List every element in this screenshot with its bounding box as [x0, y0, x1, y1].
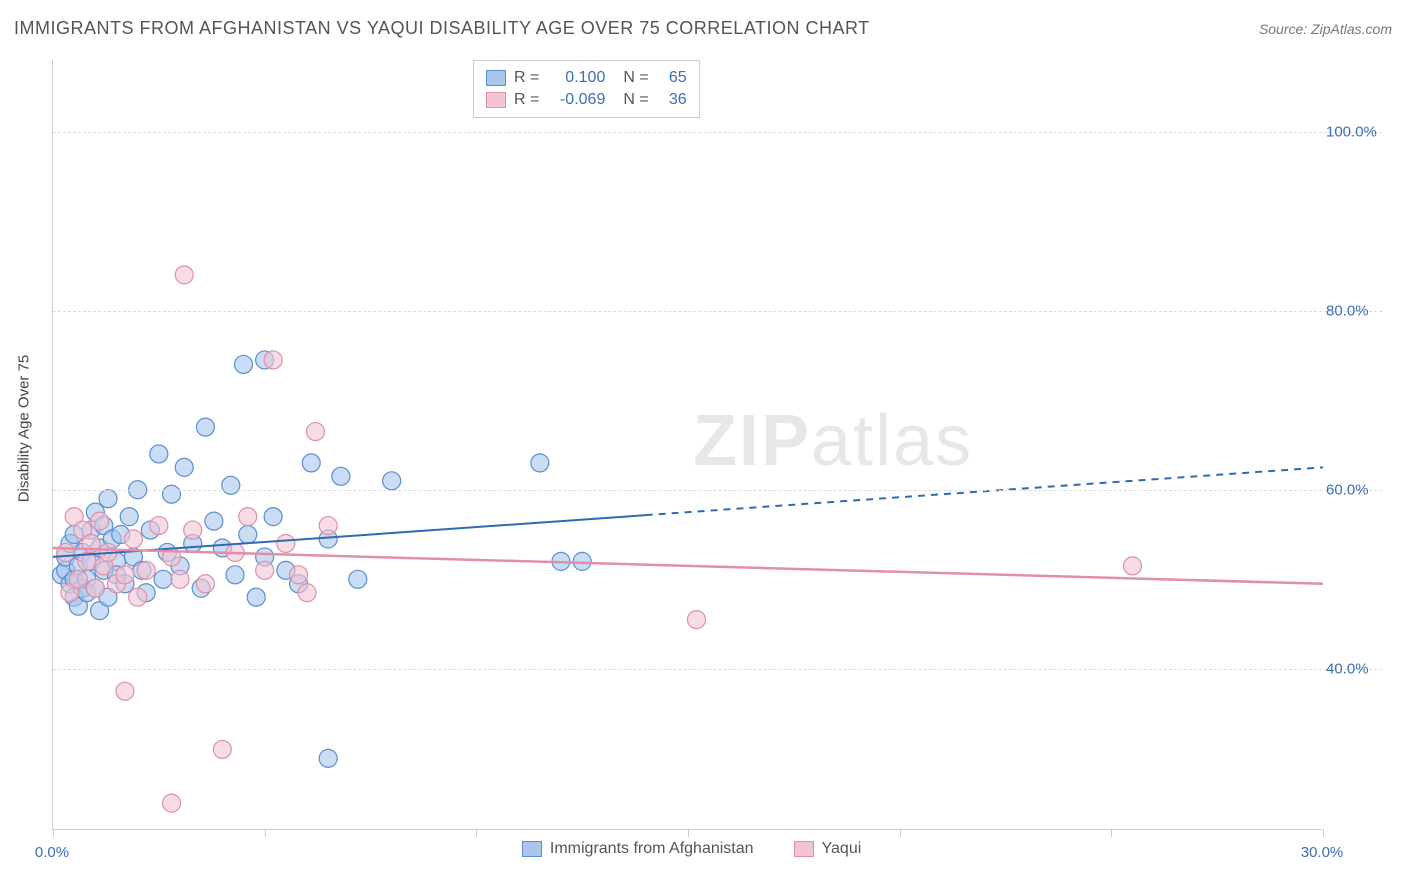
scatter-point-yaqui	[150, 517, 168, 535]
scatter-point-yaqui	[175, 266, 193, 284]
legend-swatch	[522, 841, 542, 857]
scatter-point-yaqui	[239, 508, 257, 526]
scatter-point-yaqui	[298, 584, 316, 602]
scatter-point-afghanistan	[573, 552, 591, 570]
scatter-point-afghanistan	[150, 445, 168, 463]
grid-line	[53, 132, 1382, 133]
y-tick-label: 80.0%	[1326, 302, 1386, 319]
scatter-point-afghanistan	[247, 588, 265, 606]
scatter-point-afghanistan	[226, 566, 244, 584]
scatter-point-afghanistan	[235, 355, 253, 373]
scatter-point-yaqui	[196, 575, 214, 593]
scatter-point-yaqui	[124, 530, 142, 548]
stat-n-value: 36	[657, 91, 687, 109]
stats-row: R = -0.069 N = 36	[486, 89, 687, 111]
scatter-point-afghanistan	[205, 512, 223, 530]
scatter-point-afghanistan	[383, 472, 401, 490]
scatter-point-yaqui	[256, 561, 274, 579]
legend-swatch	[794, 841, 814, 857]
chart-source: Source: ZipAtlas.com	[1259, 21, 1392, 37]
y-axis-title: Disability Age Over 75	[15, 355, 32, 503]
plot-area: ZIPatlas R =0.100N =65R =-0.069N =36 40.…	[52, 60, 1322, 830]
scatter-point-afghanistan	[531, 454, 549, 472]
scatter-point-yaqui	[264, 351, 282, 369]
scatter-point-afghanistan	[222, 476, 240, 494]
x-tick-label: 30.0%	[1301, 844, 1344, 861]
scatter-point-yaqui	[290, 566, 308, 584]
stat-n-label: N =	[623, 91, 648, 109]
scatter-point-afghanistan	[99, 490, 117, 508]
stats-box: R = 0.100 N = 65 R = -0.069 N = 36	[473, 60, 700, 118]
scatter-point-afghanistan	[163, 485, 181, 503]
x-tick	[265, 829, 266, 837]
x-tick	[53, 829, 54, 837]
stat-r-label: R =	[514, 91, 539, 109]
stat-r-value: -0.069	[547, 91, 605, 109]
y-tick-label: 40.0%	[1326, 660, 1386, 677]
stats-row: R = 0.100 N = 65	[486, 67, 687, 89]
scatter-point-yaqui	[277, 534, 295, 552]
scatter-point-yaqui	[137, 561, 155, 579]
legend-label: Immigrants from Afghanistan	[550, 840, 754, 858]
stat-r-label: R =	[514, 69, 539, 87]
scatter-point-afghanistan	[264, 508, 282, 526]
scatter-point-yaqui	[184, 521, 202, 539]
scatter-point-afghanistan	[319, 749, 337, 767]
grid-line	[53, 669, 1382, 670]
scatter-point-yaqui	[116, 682, 134, 700]
scatter-point-yaqui	[171, 570, 189, 588]
x-tick-label: 0.0%	[35, 844, 69, 861]
scatter-point-afghanistan	[349, 570, 367, 588]
scatter-point-yaqui	[57, 543, 75, 561]
grid-line	[53, 490, 1382, 491]
x-tick	[900, 829, 901, 837]
scatter-point-afghanistan	[154, 570, 172, 588]
title-bar: IMMIGRANTS FROM AFGHANISTAN VS YAQUI DIS…	[14, 18, 1392, 39]
legend-label: Yaqui	[822, 840, 862, 858]
scatter-point-yaqui	[213, 740, 231, 758]
stats-swatch	[486, 70, 506, 86]
scatter-point-yaqui	[129, 588, 147, 606]
scatter-point-afghanistan	[175, 458, 193, 476]
scatter-point-afghanistan	[239, 526, 257, 544]
x-tick	[1323, 829, 1324, 837]
scatter-point-yaqui	[163, 794, 181, 812]
scatter-point-afghanistan	[332, 467, 350, 485]
scatter-point-afghanistan	[302, 454, 320, 472]
scatter-point-yaqui	[1124, 557, 1142, 575]
legend-item: Yaqui	[794, 840, 862, 858]
scatter-point-yaqui	[306, 423, 324, 441]
x-tick	[1111, 829, 1112, 837]
y-tick-label: 60.0%	[1326, 481, 1386, 498]
scatter-point-afghanistan	[196, 418, 214, 436]
stat-n-value: 65	[657, 69, 687, 87]
chart-title: IMMIGRANTS FROM AFGHANISTAN VS YAQUI DIS…	[14, 18, 870, 39]
grid-line	[53, 311, 1382, 312]
scatter-point-yaqui	[319, 517, 337, 535]
scatter-point-yaqui	[116, 566, 134, 584]
legend-item: Immigrants from Afghanistan	[522, 840, 754, 858]
x-tick	[476, 829, 477, 837]
y-tick-label: 100.0%	[1326, 123, 1386, 140]
stats-swatch	[486, 92, 506, 108]
trend-line-afghanistan-dashed	[646, 467, 1323, 515]
scatter-point-yaqui	[69, 570, 87, 588]
legend-bottom: Immigrants from Afghanistan Yaqui	[522, 840, 861, 858]
scatter-point-yaqui	[91, 512, 109, 530]
scatter-point-yaqui	[86, 579, 104, 597]
x-tick	[688, 829, 689, 837]
stat-r-value: 0.100	[547, 69, 605, 87]
stat-n-label: N =	[623, 69, 648, 87]
scatter-point-yaqui	[687, 611, 705, 629]
scatter-svg	[53, 60, 1323, 830]
scatter-point-afghanistan	[120, 508, 138, 526]
